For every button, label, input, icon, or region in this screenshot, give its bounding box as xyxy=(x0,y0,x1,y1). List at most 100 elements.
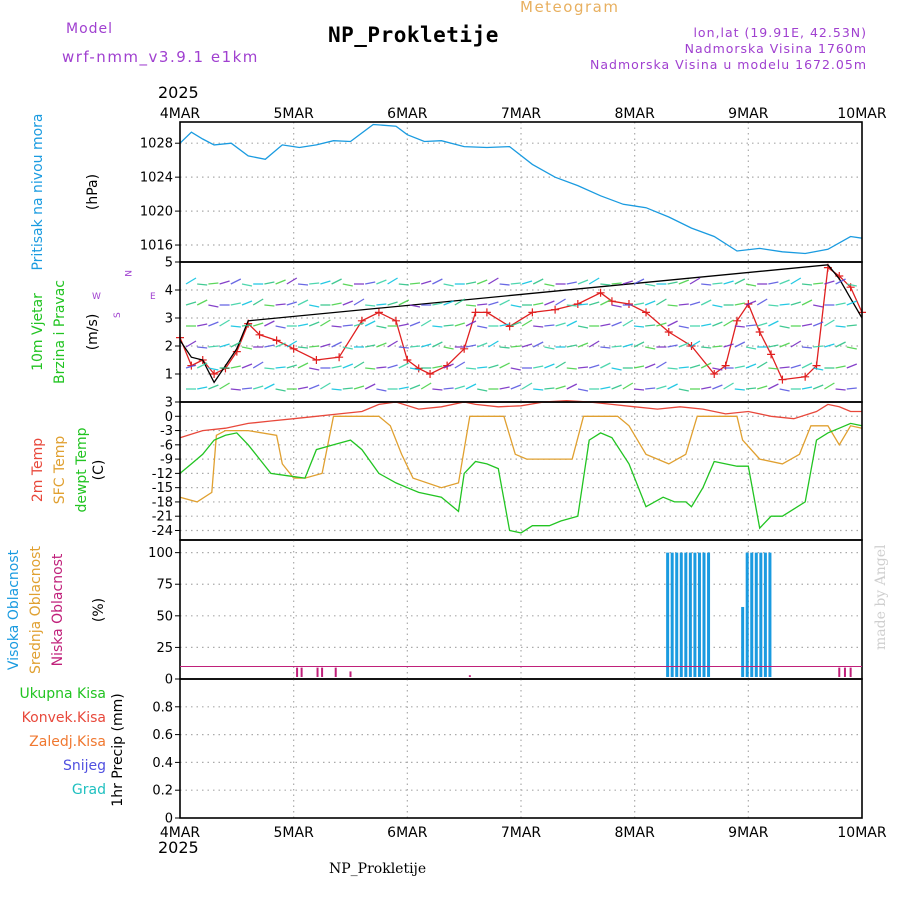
cloud-bar xyxy=(702,552,706,677)
wind-arrow xyxy=(577,325,589,329)
cloud-bar xyxy=(768,552,772,677)
wind-arrow xyxy=(577,342,589,348)
wind-arrow xyxy=(589,301,600,306)
wind-arrow xyxy=(309,367,320,371)
y-tick-label: -12 xyxy=(152,467,173,482)
lonlat-label: lon,lat (19.91E, 42.53N) xyxy=(693,25,867,40)
y-tick-label: -24 xyxy=(152,524,173,539)
wind-arrow xyxy=(454,361,466,369)
y-tick-label: 1024 xyxy=(140,171,173,186)
wind-arrow xyxy=(443,363,454,369)
wind-arrow xyxy=(297,323,309,327)
precip-legend-item: Snijeg xyxy=(63,758,106,774)
wind-arrow xyxy=(633,341,645,348)
y-tick-label: 4 xyxy=(165,284,173,299)
temp-axis-label: 2m Temp xyxy=(30,438,46,502)
wind-arrow xyxy=(622,343,633,348)
speed-marker xyxy=(210,370,219,378)
wind-arrow xyxy=(712,367,723,371)
wind-arrow xyxy=(813,282,824,285)
wind-arrow xyxy=(409,345,421,348)
wind-arrow xyxy=(365,344,376,348)
wind-arrow xyxy=(768,320,779,327)
wind-arrow xyxy=(734,365,745,369)
wind-arrow xyxy=(645,387,656,390)
wind-arrow xyxy=(846,324,857,327)
wind-arrow xyxy=(723,343,734,348)
wind-arrow xyxy=(197,323,208,327)
wind-arrow xyxy=(801,386,813,390)
wind-arrow xyxy=(264,320,275,327)
wind-arrow xyxy=(846,300,858,306)
wind-arrow xyxy=(465,281,477,285)
wind-arrow xyxy=(712,282,723,285)
speed-marker xyxy=(505,322,514,331)
wind-arrow xyxy=(790,364,801,369)
y-tick-label: 1016 xyxy=(140,239,173,254)
wind-arrow xyxy=(342,324,353,327)
wind-arrow xyxy=(208,384,219,390)
wind-arrow xyxy=(745,363,757,369)
wind-arrow xyxy=(645,324,656,327)
speed-marker xyxy=(710,370,719,378)
wind-arrow xyxy=(734,278,746,285)
wind-arrow xyxy=(387,364,398,369)
wind-arrow xyxy=(544,387,555,390)
wind-arrow xyxy=(398,362,410,369)
elevation-label: Nadmorska Visina 1760m xyxy=(684,41,867,56)
wind-arrow xyxy=(701,323,712,327)
wind-arrow xyxy=(185,364,197,369)
wind-arrow xyxy=(499,323,510,327)
wind-arrow xyxy=(521,280,533,285)
wind-arrow xyxy=(779,366,790,369)
wind-arrow xyxy=(420,319,432,327)
wind-arrow xyxy=(454,385,465,390)
y-tick-label: 0.2 xyxy=(152,784,173,799)
speed-marker xyxy=(778,375,787,384)
series-line xyxy=(179,123,863,255)
speed-marker xyxy=(642,308,651,317)
wind-arrow xyxy=(801,323,813,327)
wind-arrow xyxy=(387,340,398,348)
wind-arrow xyxy=(813,345,824,348)
cloud-bar xyxy=(334,667,337,677)
time-label-top: 9MAR xyxy=(728,106,769,122)
wind-arrow xyxy=(499,283,510,286)
wind-arrow xyxy=(633,302,645,306)
wind-arrow xyxy=(622,319,634,327)
wind-arrow xyxy=(443,283,454,287)
series-line xyxy=(179,415,863,503)
cloud-bar xyxy=(763,552,767,677)
wind-arrow xyxy=(801,362,813,369)
wind-arrow xyxy=(712,384,723,390)
cloud-axis-label: Visoka Oblacnost xyxy=(6,549,22,670)
wind-arrow xyxy=(353,385,365,390)
time-label-bottom: 6MAR xyxy=(387,825,428,841)
wind-arrow xyxy=(230,278,242,285)
precip-unit-label: 1hr Precip (mm) xyxy=(110,693,126,806)
wind-arrow xyxy=(824,280,835,285)
wind-arrow xyxy=(398,346,409,349)
wind-arrow xyxy=(219,319,230,327)
wind-arrow xyxy=(600,386,611,390)
wind-arrow xyxy=(208,321,219,327)
time-label-top: 8MAR xyxy=(615,106,656,122)
wind-arrow xyxy=(689,340,701,348)
wind-arrow xyxy=(320,280,331,285)
wind-arrow xyxy=(376,303,387,306)
wind-arrow xyxy=(745,283,757,287)
cloud-bar xyxy=(296,667,299,677)
pressure-unit-label: (hPa) xyxy=(85,174,101,210)
wind-arrow xyxy=(779,388,790,392)
wind-arrow xyxy=(532,341,544,348)
wind-arrow xyxy=(185,301,197,306)
time-label-top: 4MAR xyxy=(160,106,201,122)
wind-arrow xyxy=(286,301,297,306)
wind-arrow xyxy=(644,363,656,369)
y-tick-label: -3 xyxy=(160,424,173,439)
wind-arrow xyxy=(365,367,376,370)
wind-arrow xyxy=(835,388,846,391)
y-tick-label: 1020 xyxy=(140,205,173,220)
wind-arrow xyxy=(533,302,544,306)
compass-south: S xyxy=(113,312,123,318)
